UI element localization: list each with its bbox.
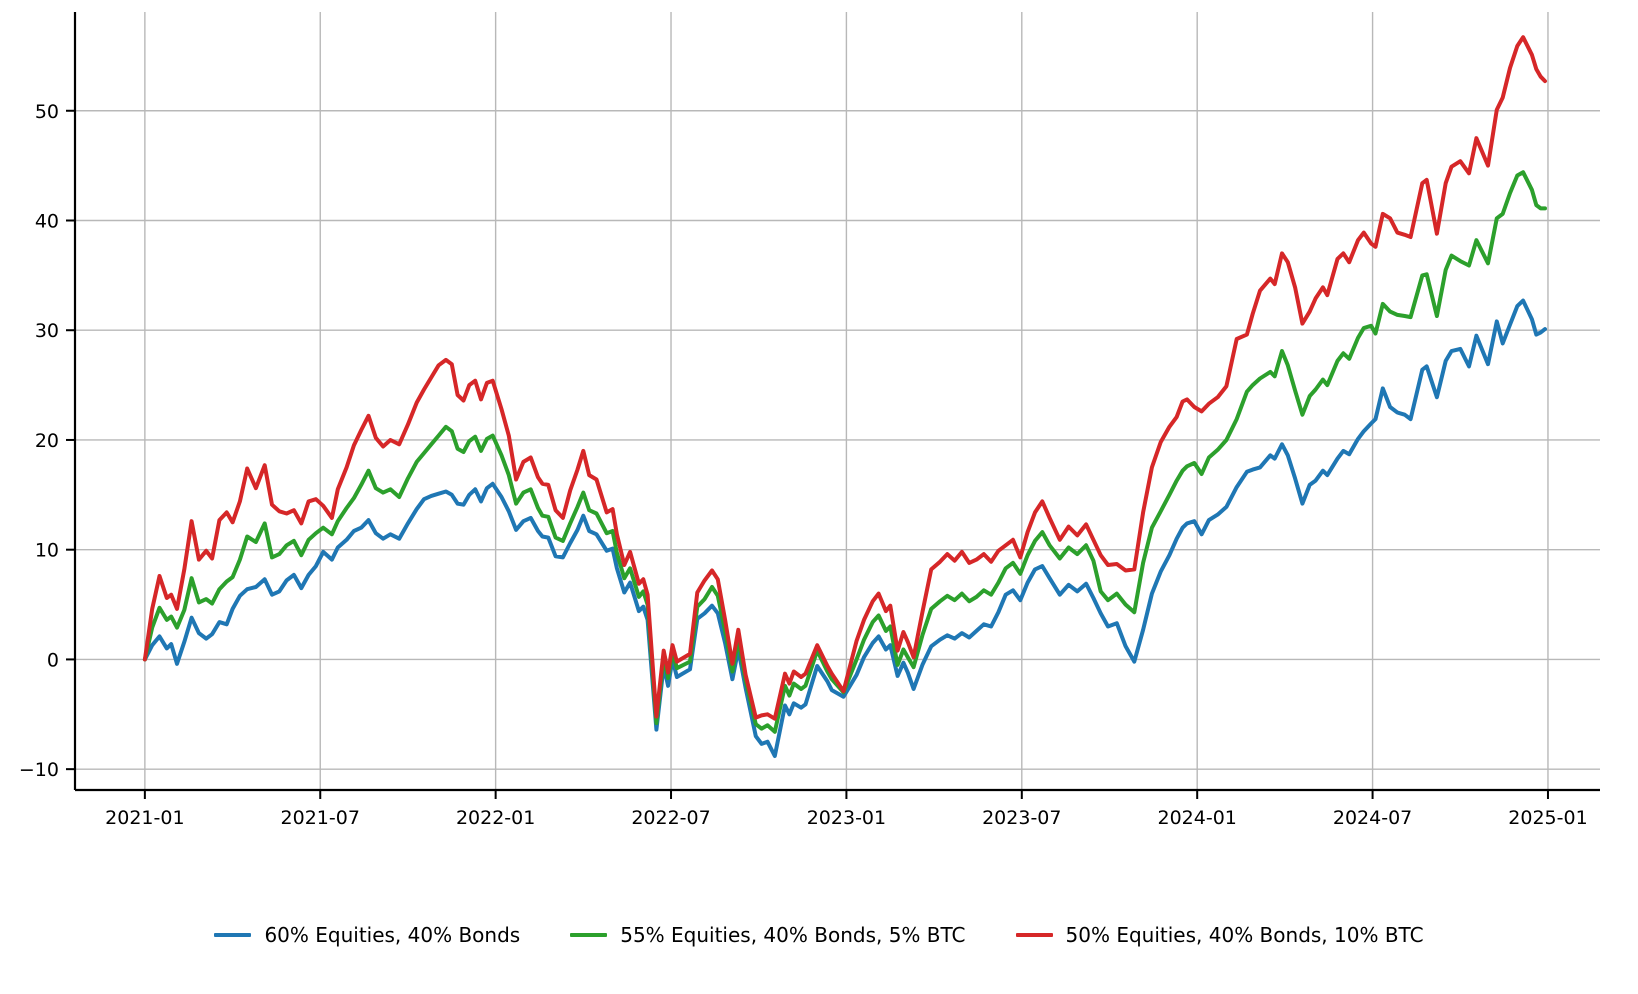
legend-label-50-40-10btc: 50% Equities, 40% Bonds, 10% BTC — [1065, 923, 1424, 947]
x-tick-label: 2025-01 — [1508, 807, 1587, 829]
y-tick-label: 0 — [47, 649, 59, 671]
y-tick-label: 40 — [35, 210, 59, 232]
gridlines — [75, 12, 1600, 790]
x-tick-label: 2021-01 — [105, 807, 184, 829]
x-tick-label: 2023-01 — [807, 807, 886, 829]
legend-label-60-40: 60% Equities, 40% Bonds — [264, 923, 521, 947]
y-tick-label: 50 — [35, 101, 59, 123]
series-lines — [142, 35, 1547, 758]
y-tick-label: −10 — [19, 759, 59, 781]
x-tick-label: 2022-01 — [456, 807, 535, 829]
x-tick-label: 2021-07 — [281, 807, 360, 829]
y-tick-label: 10 — [35, 540, 59, 562]
legend-label-55-40-5btc: 55% Equities, 40% Bonds, 5% BTC — [620, 923, 966, 947]
axis-ticks: 2021-01 2021-07 2022-01 2022-07 2023-01 2023-… — [19, 101, 1588, 829]
legend-item-60-40: 60% Equities, 40% Bonds — [214, 923, 520, 947]
x-tick-label: 2024-07 — [1333, 807, 1412, 829]
x-tick-label: 2023-07 — [982, 807, 1061, 829]
legend-line-swatch-green — [570, 933, 608, 937]
legend-item-55-40-5btc: 55% Equities, 40% Bonds, 5% BTC — [570, 923, 966, 947]
series-line-1 — [142, 170, 1547, 734]
legend-item-50-40-10btc: 50% Equities, 40% Bonds, 10% BTC — [1015, 923, 1424, 947]
x-tick-label: 2024-01 — [1157, 807, 1236, 829]
y-tick-label: 30 — [35, 320, 59, 342]
series-line-0 — [142, 298, 1547, 758]
series-line-2 — [142, 35, 1547, 721]
legend-line-swatch-blue — [214, 933, 252, 937]
y-tick-label: 20 — [35, 430, 59, 452]
legend-line-swatch-red — [1015, 933, 1053, 937]
x-tick-label: 2022-07 — [631, 807, 710, 829]
axes-spines — [73, 12, 1600, 792]
chart-legend: 60% Equities, 40% Bonds 55% Equities, 40… — [0, 903, 1638, 967]
